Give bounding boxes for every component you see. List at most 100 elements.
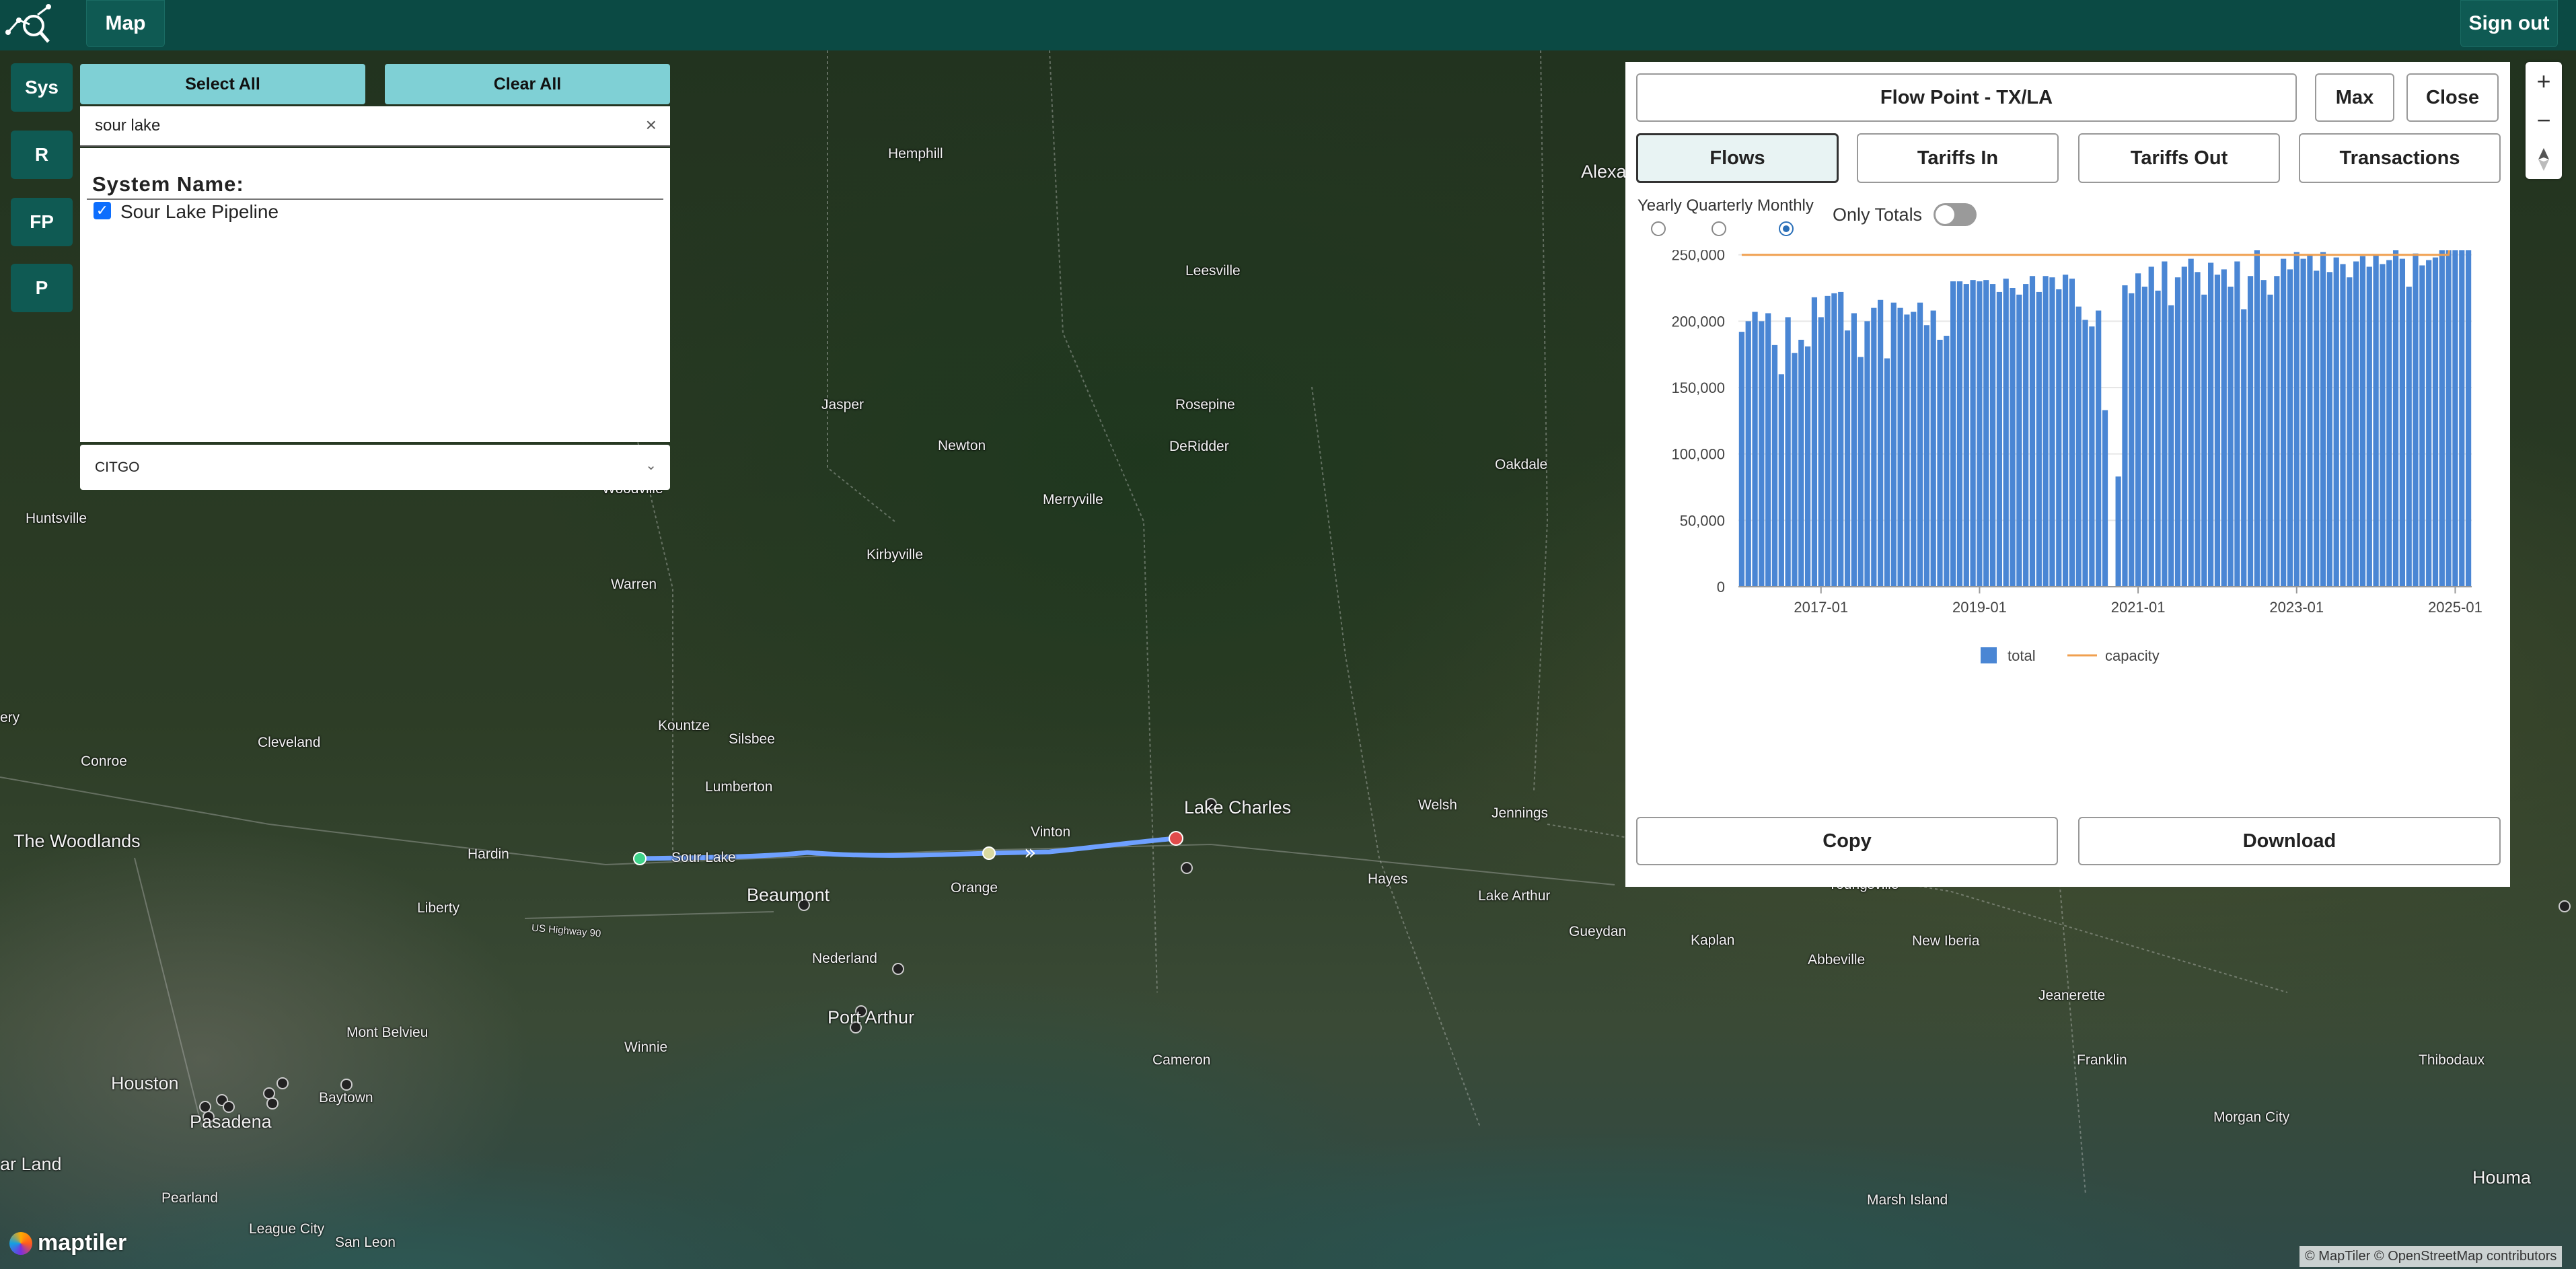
bar [2359, 256, 2366, 587]
bar [1844, 330, 1851, 587]
sidebar-fp-button[interactable]: FP [11, 198, 73, 246]
system-filter-panel: Select All Clear All × System Name: ✓ So… [80, 64, 670, 490]
bar [2247, 276, 2254, 587]
clear-all-button[interactable]: Clear All [385, 64, 670, 104]
tab-tariffs-in[interactable]: Tariffs In [1857, 133, 2059, 183]
tab-transactions[interactable]: Transactions [2299, 133, 2501, 183]
bar [1963, 284, 1969, 587]
map-label: Alexa [1581, 161, 1627, 182]
bar [1825, 295, 1831, 587]
legend-capacity-label: capacity [2105, 647, 2160, 664]
result-label[interactable]: Sour Lake Pipeline [120, 201, 279, 222]
x-tick-label: 2021-01 [2111, 599, 2166, 616]
map-label: Lake Arthur [1478, 888, 1551, 904]
maptiler-logo[interactable]: maptiler [9, 1230, 126, 1256]
clear-search-icon[interactable]: × [645, 114, 657, 135]
bar [1771, 345, 1778, 587]
quarterly-radio[interactable] [1712, 221, 1726, 236]
compass-icon[interactable] [2526, 140, 2562, 179]
bar [2082, 320, 2088, 587]
sidebar-p-button[interactable]: P [11, 264, 73, 312]
map-attribution[interactable]: © MapTiler © OpenStreetMap contributors [2299, 1246, 2563, 1267]
map-label: Vinton [1031, 824, 1071, 840]
bar [1923, 325, 1929, 587]
bar [2056, 289, 2062, 587]
bar [2195, 272, 2201, 587]
bar [2049, 277, 2055, 587]
tab-tariffs-out[interactable]: Tariffs Out [2078, 133, 2280, 183]
map-overlay: » [0, 50, 2571, 1195]
map-label: Leesville [1185, 263, 1241, 279]
map-label: League City [249, 1221, 325, 1237]
bar [2115, 476, 2121, 587]
map-label: Kaplan [1691, 933, 1735, 948]
pipeline-junction-marker [982, 846, 996, 860]
zoom-out-icon[interactable]: − [2536, 106, 2551, 134]
result-checkbox[interactable]: ✓ [94, 202, 111, 219]
map-label: Kountze [658, 718, 710, 733]
bar [1897, 307, 1903, 587]
bar [2221, 269, 2227, 587]
y-tick-label: 50,000 [1680, 512, 1725, 529]
tab-flows[interactable]: Flows [1636, 133, 1839, 183]
company-value: CITGO [95, 460, 140, 475]
x-tick-label: 2017-01 [1794, 599, 1848, 616]
bar [2036, 291, 2042, 587]
bar [2287, 269, 2293, 587]
map-label: Nederland [812, 951, 877, 966]
bar [2413, 253, 2419, 587]
bar [2122, 285, 2128, 587]
bar [1930, 310, 1936, 587]
bar [1752, 312, 1758, 587]
bar [1857, 357, 1864, 587]
bar [2129, 293, 2135, 587]
map-label: Mont Belvieu [346, 1025, 429, 1040]
sign-out-button[interactable]: Sign out [2460, 0, 2558, 47]
close-button[interactable]: Close [2406, 73, 2499, 122]
x-tick-label: 2025-01 [2428, 599, 2482, 616]
map-nav-button[interactable]: Map [86, 0, 165, 47]
bar [2293, 252, 2299, 587]
map-label: Cameron [1152, 1052, 1211, 1068]
company-select[interactable]: CITGO ⌄ [80, 445, 670, 490]
map-label: Abbeville [1808, 952, 1866, 968]
map-label: The Woodlands [13, 831, 141, 851]
app-logo-icon[interactable] [4, 3, 52, 46]
map-label: Merryville [1043, 492, 1103, 507]
bar [1804, 346, 1811, 587]
top-bar: Map Sign out [0, 0, 2576, 50]
sidebar-r-button[interactable]: R [11, 131, 73, 179]
bar [2419, 265, 2425, 587]
map-label: San Leon [335, 1235, 396, 1250]
divider [87, 198, 663, 200]
monthly-radio[interactable] [1779, 221, 1794, 236]
period-label: Yearly Quarterly Monthly [1637, 196, 1814, 215]
only-totals-toggle[interactable] [1934, 203, 1977, 226]
bar [1884, 358, 1890, 587]
sidebar-sys-button[interactable]: Sys [11, 63, 73, 112]
bar [2386, 260, 2392, 587]
bar [2228, 287, 2234, 587]
bar [2406, 287, 2412, 587]
zoom-in-icon[interactable]: + [2536, 67, 2551, 95]
bar [2281, 258, 2287, 587]
bar [2314, 270, 2320, 587]
bar [2399, 258, 2406, 587]
max-button[interactable]: Max [2315, 73, 2394, 122]
bar [2181, 266, 2187, 587]
map-label: Cleveland [258, 735, 321, 750]
bar [1745, 321, 1751, 587]
select-all-button[interactable]: Select All [80, 64, 365, 104]
maptiler-icon [9, 1231, 32, 1255]
map-label: Pearland [161, 1190, 219, 1206]
bar [2089, 326, 2095, 587]
bar [2320, 252, 2326, 587]
download-button[interactable]: Download [2078, 817, 2501, 865]
bar [2135, 273, 2141, 587]
copy-button[interactable]: Copy [1636, 817, 2058, 865]
bar [1798, 339, 1804, 587]
yearly-radio[interactable] [1651, 221, 1666, 236]
search-input[interactable] [94, 116, 608, 136]
bar [2148, 266, 2154, 587]
map-label: Morgan City [2213, 1110, 2290, 1125]
